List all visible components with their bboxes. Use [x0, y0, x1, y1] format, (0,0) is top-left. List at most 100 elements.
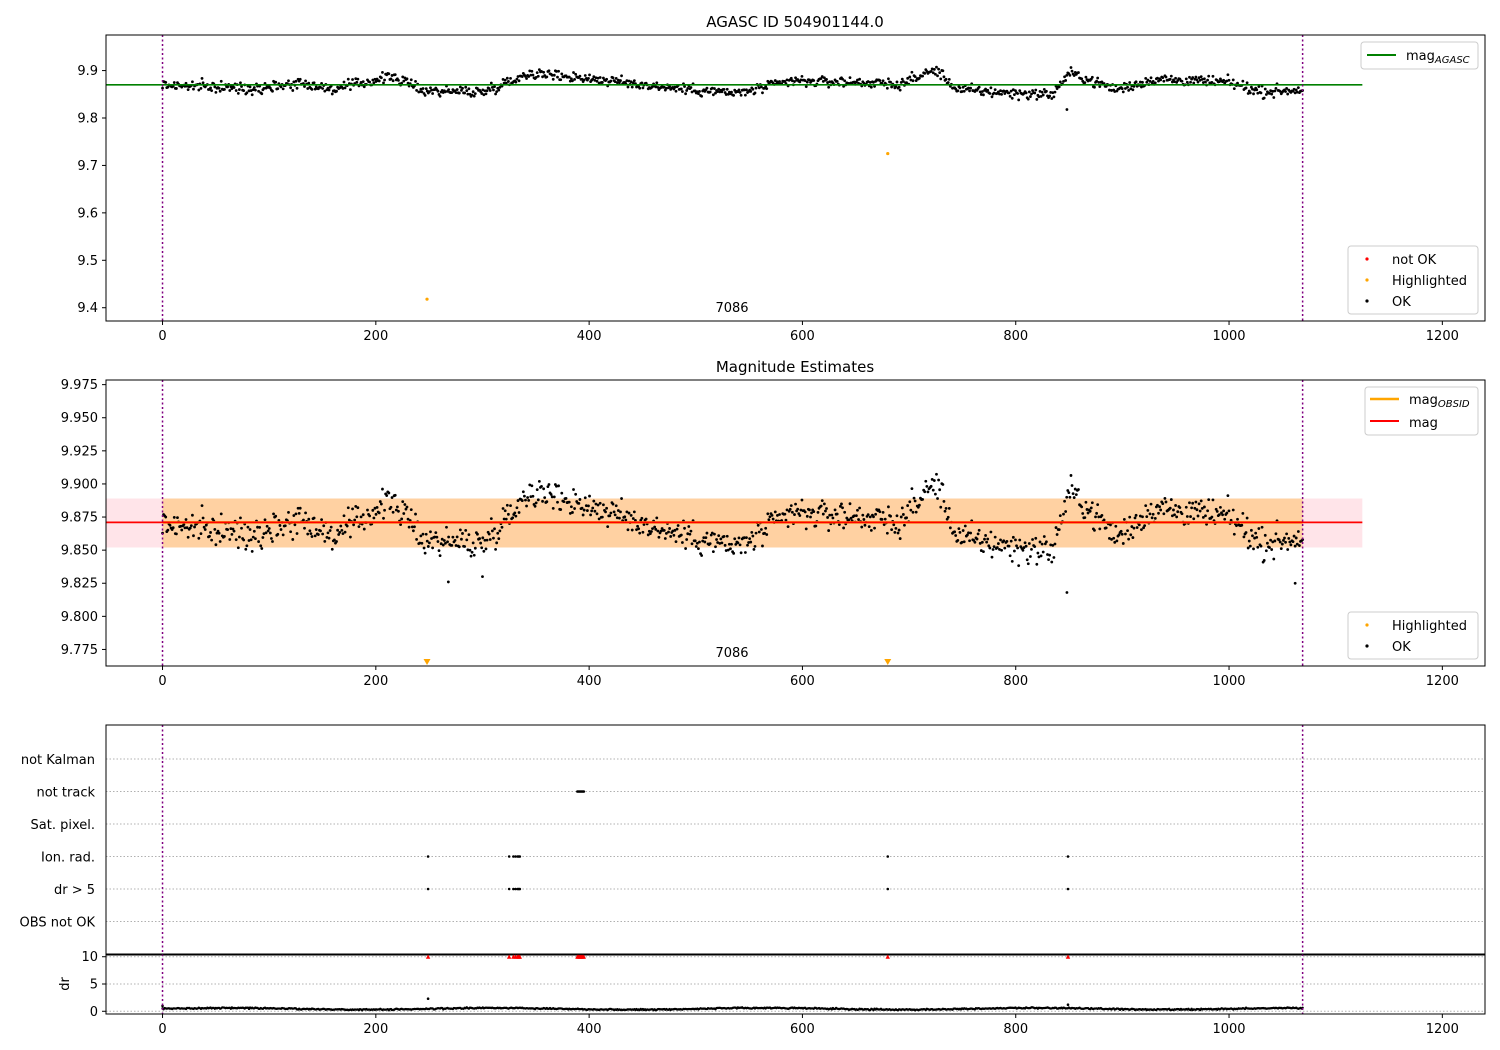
panel1-y-tick-label: 9.6 — [77, 206, 98, 221]
panel1-ok-point — [1045, 90, 1048, 93]
panel1-ok-point — [732, 94, 735, 97]
panel2-ok-point — [490, 517, 493, 520]
panel2-ok-point — [1016, 547, 1019, 550]
panel2-ok-point — [1094, 515, 1097, 518]
panel2-ok-point — [1232, 509, 1235, 512]
panel3-flag-label: dr > 5 — [54, 883, 95, 898]
panel1-ok-point — [514, 81, 517, 84]
panel2-ok-point — [479, 542, 482, 545]
panel2-ok-point — [458, 545, 461, 548]
panel1-y-tick-label: 9.9 — [77, 64, 98, 79]
panel1-ok-point — [410, 78, 413, 81]
panel2-ok-point — [274, 515, 277, 518]
panel2-ok-point — [543, 496, 546, 499]
panel2-ok-point — [954, 534, 957, 537]
panel2-ok-point — [613, 510, 616, 513]
panel1-ok-point — [486, 89, 489, 92]
panel2-ok-point — [209, 531, 212, 534]
panel1-ok-point — [754, 92, 757, 95]
panel2-ok-point — [1095, 512, 1098, 515]
panel2-ok-point — [1035, 563, 1038, 566]
panel2-ok-point — [268, 527, 271, 530]
panel1-ok-point — [969, 87, 972, 90]
panel2-ok-point — [451, 536, 454, 539]
panel2-ok-point — [1115, 540, 1118, 543]
panel2-ok-point — [1066, 591, 1069, 594]
panel1-ok-point — [233, 86, 236, 89]
panel2-ok-point — [1257, 527, 1260, 530]
panel2-ok-point — [447, 536, 450, 539]
panel2-ok-point — [545, 500, 548, 503]
panel2-ok-point — [1286, 548, 1289, 551]
panel3-flag-label: OBS not OK — [20, 916, 96, 931]
panel1-ok-point — [1009, 95, 1012, 98]
panel2-ok-point — [553, 495, 556, 498]
panel2-ok-point — [422, 533, 425, 536]
panel2-ok-point — [1101, 514, 1104, 517]
panel2-ok-point — [944, 510, 947, 513]
panel2-ok-point — [1135, 514, 1138, 517]
panel2-ok-point — [642, 531, 645, 534]
panel2-ok-point — [219, 540, 222, 543]
panel1-ok-point — [492, 89, 495, 92]
panel1-ok-point — [1071, 70, 1074, 73]
panel1-ok-point — [1186, 81, 1189, 84]
panel3-flag-point — [427, 855, 430, 858]
panel2-ok-point — [999, 539, 1002, 542]
panel2-ok-point — [1294, 582, 1297, 585]
panel2-ok-point — [1047, 558, 1050, 561]
panel2-ok-point — [1218, 513, 1221, 516]
panel1-ok-point — [557, 70, 560, 73]
panel1-ok-point — [215, 91, 218, 94]
panel1-ok-point — [937, 68, 940, 71]
panel1-ok-point — [1083, 81, 1086, 84]
panel2-ok-point — [1245, 531, 1248, 534]
panel2-ok-point — [700, 554, 703, 557]
panel2-ok-point — [1246, 517, 1249, 520]
panel1-ok-point — [507, 80, 510, 83]
panel2-ok-point — [667, 531, 670, 534]
panel2-ok-point — [1121, 533, 1124, 536]
panel2-ok-point — [1227, 494, 1230, 497]
panel2-ok-point — [537, 498, 540, 501]
panel2-ok-point — [1270, 548, 1273, 551]
panel2-ok-point — [335, 540, 338, 543]
panel1-ok-point — [858, 78, 861, 81]
panel4-x-tick-label: 400 — [577, 1022, 602, 1037]
panel2-ok-point — [303, 527, 306, 530]
panel1-ok-point — [738, 89, 741, 92]
panel2-ok-point — [1151, 516, 1154, 519]
panel2-ok-point — [244, 548, 247, 551]
panel1-ok-point — [620, 74, 623, 77]
panel1-ok-point — [164, 81, 167, 84]
panel2-ok-point — [1247, 547, 1250, 550]
panel2-ok-point — [1241, 512, 1244, 515]
panel1-ok-point — [525, 77, 528, 80]
panel1-ok-point — [1131, 88, 1134, 91]
panel1-ok-point — [706, 87, 709, 90]
panel2-ok-point — [778, 513, 781, 516]
panel2-ok-point — [502, 507, 505, 510]
panel1-ok-point — [387, 72, 390, 75]
panel2-ok-point — [540, 485, 543, 488]
panel1-ok-point — [1284, 90, 1287, 93]
panel4-x-tick-label: 1200 — [1426, 1022, 1459, 1037]
panel1-ok-point — [1018, 89, 1021, 92]
panel1-x-tick-label: 600 — [790, 329, 815, 344]
panel2-ok-point — [897, 532, 900, 535]
panel3-flag-point — [427, 888, 430, 891]
panel2-ok-point — [982, 550, 985, 553]
panel2-ok-point — [615, 504, 618, 507]
panel2-ok-point — [977, 532, 980, 535]
panel2-ok-point — [1136, 526, 1139, 529]
panel2-ok-point — [1146, 509, 1149, 512]
panel1-ok-point — [801, 75, 804, 78]
panel1-ok-point — [220, 80, 223, 83]
panel1-ok-point — [287, 79, 290, 82]
panel1-ok-point — [812, 79, 815, 82]
panel1-ok-point — [1128, 81, 1131, 84]
panel2-ok-point — [842, 527, 845, 530]
panel2-ok-point — [695, 545, 698, 548]
panel4-x-tick-label: 800 — [1003, 1022, 1028, 1037]
panel2-ok-point — [284, 524, 287, 527]
